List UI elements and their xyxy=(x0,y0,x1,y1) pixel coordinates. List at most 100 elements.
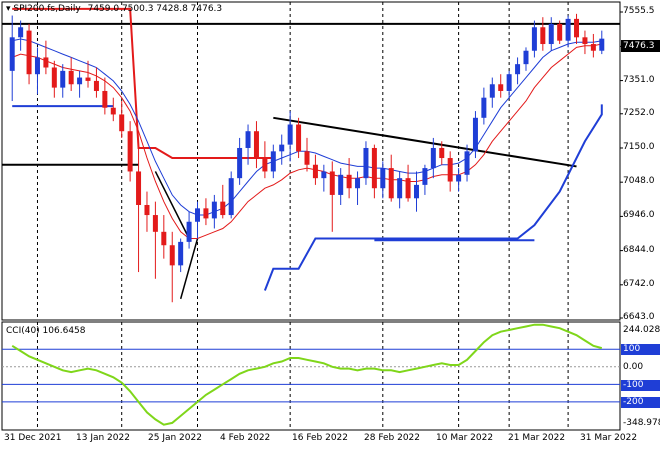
candle-body xyxy=(599,38,605,51)
candle-body xyxy=(68,70,74,85)
candle-body xyxy=(540,27,546,45)
candle-body xyxy=(34,57,40,75)
date-tick-label: 31 Mar 2022 xyxy=(580,433,638,443)
candle-body xyxy=(51,67,57,88)
candle-body xyxy=(279,144,285,152)
cci-level-minus100: -100 xyxy=(621,380,660,391)
price-tick-label: 6643.0 xyxy=(623,312,655,322)
candle-body xyxy=(515,64,521,75)
candle-body xyxy=(287,124,293,145)
candle-body xyxy=(498,84,504,91)
price-tick-label: 6946.0 xyxy=(623,210,655,221)
date-tick-label: 31 Dec 2021 xyxy=(4,433,62,443)
candle-body xyxy=(321,171,327,179)
candle-body xyxy=(77,77,83,85)
candle-body xyxy=(228,178,234,216)
candle-body xyxy=(388,168,394,199)
candle-body xyxy=(270,151,276,172)
candle-body xyxy=(506,74,512,91)
blue-stop-line xyxy=(263,104,603,291)
candle-body xyxy=(523,50,529,65)
slow-ma-line xyxy=(12,38,602,216)
candle-body xyxy=(430,147,436,169)
candle-body xyxy=(456,174,462,182)
candle-body xyxy=(178,241,184,266)
candle-body xyxy=(102,90,108,108)
candle-body xyxy=(110,107,116,115)
candle-body xyxy=(397,178,403,199)
candle-body xyxy=(85,77,91,81)
candle-body xyxy=(26,30,32,75)
cci-level-0: 0.00 xyxy=(623,362,644,372)
date-tick-label: 28 Feb 2022 xyxy=(364,433,421,443)
candle-body xyxy=(220,201,226,216)
date-tick-label: 13 Jan 2022 xyxy=(76,433,130,443)
date-tick-label: 21 Mar 2022 xyxy=(508,433,566,443)
candle-body xyxy=(152,215,158,232)
symbol-label: SPI200.fs,Daily xyxy=(13,4,81,14)
candle-body xyxy=(195,208,201,222)
candle-body xyxy=(43,57,49,68)
wedge-line xyxy=(179,238,199,300)
candle-body xyxy=(60,70,66,88)
candle-body xyxy=(203,208,209,219)
candle-body xyxy=(439,147,445,159)
candle-body xyxy=(413,184,419,199)
candle-body xyxy=(355,178,361,189)
cci-panel-frame xyxy=(1,321,621,431)
candle-body xyxy=(237,147,243,179)
candle-body xyxy=(211,201,217,219)
chart-header: ▾ SPI200.fs,Daily 7459.0 7500.3 7428.8 7… xyxy=(6,4,222,14)
candle-body xyxy=(472,117,478,152)
candle-body xyxy=(312,164,318,179)
candle-body xyxy=(304,151,310,165)
price-tick-label: 7150.0 xyxy=(623,141,655,152)
red-stop-line xyxy=(12,7,274,160)
candle-body xyxy=(262,158,268,172)
date-tick-label: 10 Mar 2022 xyxy=(436,433,494,443)
candle-body xyxy=(363,147,369,179)
price-tick-label: 6844.0 xyxy=(623,244,655,255)
candle-body xyxy=(245,131,251,148)
candle-body xyxy=(447,158,453,182)
price-tick-label: 7252.0 xyxy=(623,107,655,118)
candle-body xyxy=(557,23,563,41)
date-tick-label: 16 Feb 2022 xyxy=(292,433,349,443)
candle-body xyxy=(338,174,344,195)
candle-body xyxy=(405,178,411,199)
date-tick-label: 25 Jan 2022 xyxy=(148,433,202,443)
ohlc-values: 7459.0 7500.3 7428.8 7476.3 xyxy=(87,4,223,14)
cci-min-label: -348.978 xyxy=(623,418,660,428)
candle-body xyxy=(296,124,302,152)
candle-body xyxy=(18,27,24,38)
date-tick-label: 4 Feb 2022 xyxy=(220,433,271,443)
price-tick-label: 7048.0 xyxy=(623,176,655,187)
candle-body xyxy=(548,23,554,45)
cci-level-minus200: -200 xyxy=(621,397,660,408)
candle-body xyxy=(119,114,125,132)
candle-body xyxy=(136,171,142,205)
candle-body xyxy=(422,168,428,185)
candle-body xyxy=(329,171,335,195)
price-tick-label: 6742.0 xyxy=(623,278,655,289)
current-price-tag: 7476.3 xyxy=(621,40,660,52)
candle-body xyxy=(9,37,15,71)
candle-body xyxy=(489,84,495,98)
cci-level-100: 100 xyxy=(621,344,660,355)
cci-max-label: 244.0283 xyxy=(623,325,660,335)
downtrend-line xyxy=(273,116,577,168)
candle-body xyxy=(481,97,487,118)
candle-body xyxy=(161,231,167,246)
price-tick-label: 7555.5 xyxy=(623,6,655,16)
candle-body xyxy=(574,18,580,38)
cci-header: CCI(40) 106.6458 xyxy=(6,326,86,336)
candle-body xyxy=(169,245,175,266)
symbol-icon: ▾ xyxy=(6,4,14,14)
price-tick-label: 7351.0 xyxy=(623,74,655,85)
candle-body xyxy=(464,151,470,175)
candle-body xyxy=(590,44,596,51)
main-panel-frame xyxy=(1,1,621,321)
candle-body xyxy=(127,131,133,172)
